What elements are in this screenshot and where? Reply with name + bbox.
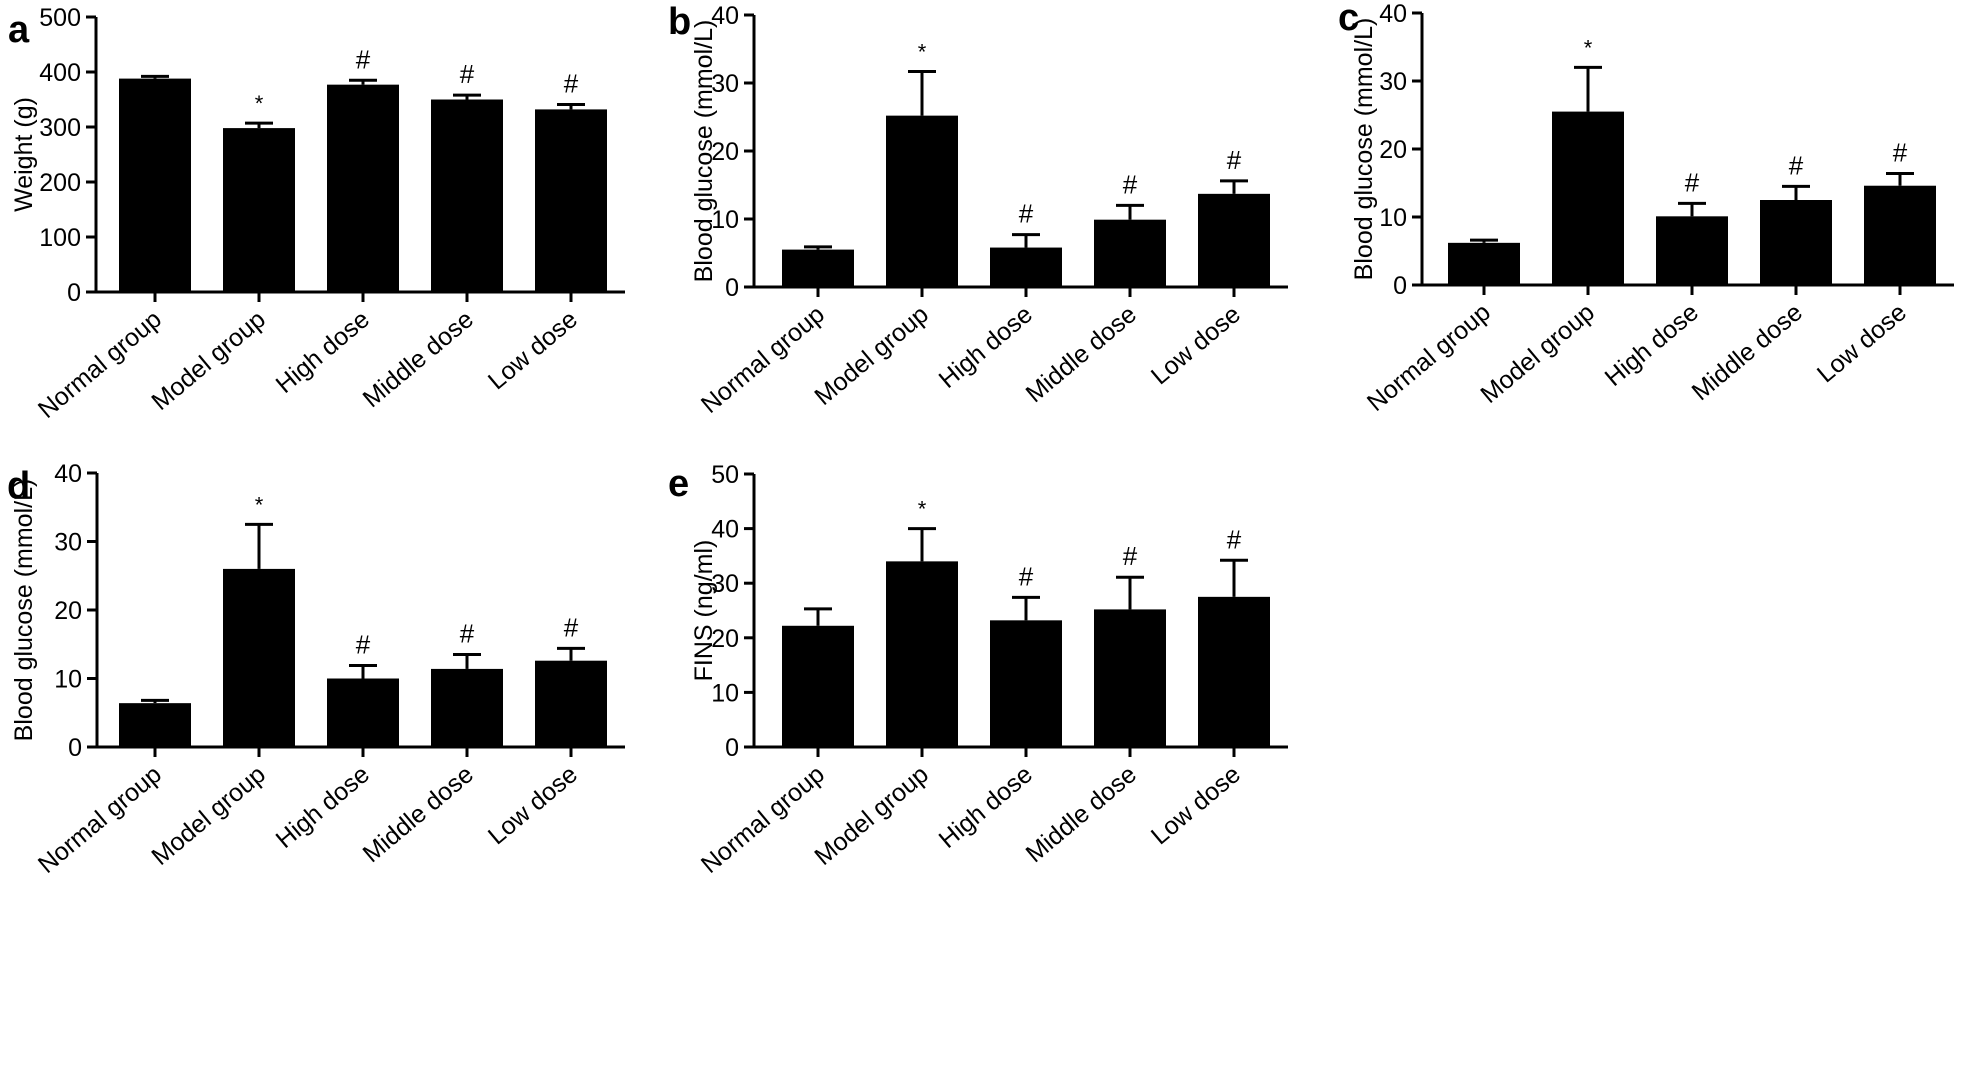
y-tick-label: 30 bbox=[54, 529, 82, 557]
y-tick-label: 200 bbox=[39, 169, 81, 197]
bar bbox=[327, 84, 399, 293]
y-tick-label: 400 bbox=[39, 59, 81, 87]
y-tick-label: 20 bbox=[711, 138, 739, 166]
bar bbox=[1864, 185, 1936, 285]
y-tick-label: 40 bbox=[1379, 0, 1407, 28]
bar bbox=[535, 660, 607, 747]
panel-letter: c bbox=[1338, 0, 1359, 39]
y-tick-label: 300 bbox=[39, 114, 81, 142]
y-tick-label: 10 bbox=[711, 679, 739, 707]
bar bbox=[535, 109, 607, 293]
bar bbox=[1198, 193, 1270, 287]
significance-mark: # bbox=[564, 612, 579, 642]
y-tick-label: 0 bbox=[67, 279, 81, 307]
bar bbox=[1760, 200, 1832, 285]
significance-mark: # bbox=[1123, 541, 1138, 571]
bar bbox=[1094, 609, 1166, 747]
y-tick-label: 500 bbox=[39, 4, 81, 32]
y-tick-label: 50 bbox=[711, 461, 739, 489]
significance-mark: * bbox=[255, 492, 264, 517]
significance-mark: # bbox=[1123, 169, 1138, 199]
bar bbox=[782, 625, 854, 747]
bar bbox=[886, 115, 958, 287]
significance-mark: # bbox=[1019, 561, 1034, 591]
panel-letter: e bbox=[668, 463, 689, 505]
y-tick-label: 40 bbox=[711, 516, 739, 544]
bar bbox=[990, 620, 1062, 747]
y-tick-label: 30 bbox=[711, 570, 739, 598]
significance-mark: # bbox=[356, 629, 371, 659]
y-tick-label: 10 bbox=[711, 206, 739, 234]
y-tick-label: 20 bbox=[1379, 136, 1407, 164]
y-tick-label: 0 bbox=[68, 734, 82, 762]
y-axis-title: Blood glucose (mmol/L) bbox=[690, 20, 718, 283]
significance-mark: # bbox=[460, 619, 475, 649]
y-axis-title: Blood glucose (mmol/L) bbox=[10, 479, 38, 742]
bar bbox=[223, 128, 295, 292]
panel-letter: b bbox=[668, 1, 691, 43]
y-tick-label: 10 bbox=[1379, 204, 1407, 232]
y-tick-label: 10 bbox=[54, 666, 82, 694]
bar bbox=[431, 668, 503, 747]
y-tick-label: 30 bbox=[1379, 68, 1407, 96]
significance-mark: # bbox=[1227, 145, 1242, 175]
panel-letter: d bbox=[7, 465, 30, 507]
significance-mark: # bbox=[564, 68, 579, 98]
significance-mark: # bbox=[1685, 167, 1700, 197]
bar bbox=[1094, 219, 1166, 287]
significance-mark: # bbox=[1789, 150, 1804, 180]
bar bbox=[431, 99, 503, 292]
bar bbox=[1448, 242, 1520, 285]
significance-mark: # bbox=[460, 59, 475, 89]
y-tick-label: 0 bbox=[725, 734, 739, 762]
bar bbox=[119, 703, 191, 747]
y-tick-label: 30 bbox=[711, 70, 739, 98]
significance-mark: * bbox=[255, 91, 264, 116]
y-tick-label: 20 bbox=[54, 597, 82, 625]
panel-letter: a bbox=[8, 9, 30, 51]
bar bbox=[886, 561, 958, 747]
y-tick-label: 20 bbox=[711, 625, 739, 653]
significance-mark: * bbox=[1584, 35, 1593, 60]
significance-mark: * bbox=[918, 497, 927, 522]
y-axis-title: Blood glucose (mmol/L) bbox=[1350, 18, 1378, 281]
bar bbox=[1198, 596, 1270, 747]
y-axis-title: FINS (ng/ml) bbox=[690, 540, 718, 682]
significance-mark: # bbox=[356, 44, 371, 74]
significance-mark: # bbox=[1019, 199, 1034, 229]
y-tick-label: 40 bbox=[54, 460, 82, 488]
bar bbox=[327, 678, 399, 747]
significance-mark: # bbox=[1893, 137, 1908, 167]
bar bbox=[990, 247, 1062, 287]
y-tick-label: 100 bbox=[39, 224, 81, 252]
bar bbox=[1656, 216, 1728, 285]
y-axis-title: Weight (g) bbox=[10, 97, 38, 212]
bar bbox=[119, 78, 191, 292]
y-tick-label: 40 bbox=[711, 2, 739, 30]
y-tick-label: 0 bbox=[1393, 272, 1407, 300]
y-tick-label: 0 bbox=[725, 274, 739, 302]
significance-mark: # bbox=[1227, 524, 1242, 554]
bar bbox=[223, 568, 295, 747]
bar bbox=[782, 249, 854, 287]
bar bbox=[1552, 111, 1624, 285]
significance-mark: * bbox=[918, 39, 927, 64]
